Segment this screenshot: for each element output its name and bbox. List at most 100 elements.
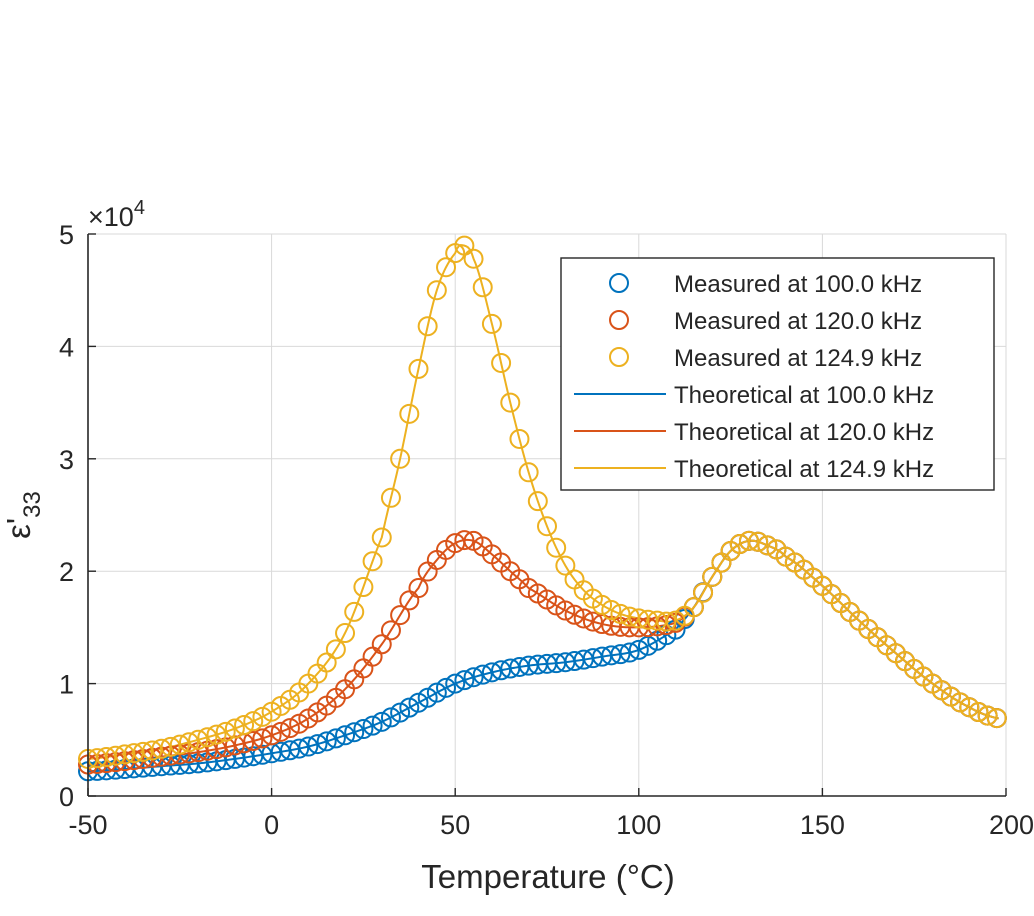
measured-point-s100 — [472, 664, 493, 685]
measured-point-s120 — [555, 600, 576, 621]
legend-item: Theoretical at 100.0 kHz — [574, 382, 934, 409]
measured-point-s120 — [380, 620, 401, 641]
measured-point-s120 — [582, 611, 603, 632]
measured-point-s124 — [362, 551, 383, 572]
measured-point-s100 — [426, 682, 447, 703]
series-markers — [78, 235, 1007, 782]
y-axis-title-sub: 33 — [19, 491, 46, 518]
y-axis-exponent-power: 4 — [134, 197, 145, 219]
measured-point-s100 — [454, 670, 475, 691]
measured-point-s124 — [151, 738, 172, 759]
measured-point-s124 — [197, 727, 218, 748]
measured-point-s124 — [206, 724, 227, 745]
measured-point-s120 — [371, 634, 392, 655]
measured-point-s124 — [509, 428, 530, 449]
measured-point-s124 — [472, 277, 493, 298]
measured-point-s124 — [527, 491, 548, 512]
y-tick-label: 5 — [59, 220, 74, 250]
measured-point-s124 — [537, 516, 557, 537]
measured-point-s100 — [289, 738, 310, 759]
measured-point-s124 — [738, 530, 759, 551]
measured-point-s120 — [564, 604, 585, 625]
measured-point-s124 — [601, 600, 622, 621]
measured-point-s120 — [279, 718, 300, 739]
measured-point-s100 — [390, 702, 411, 723]
x-tick-label: 50 — [440, 810, 470, 840]
measured-point-s100 — [307, 734, 328, 755]
y-tick-label: 0 — [59, 782, 74, 812]
legend-label: Theoretical at 120.0 kHz — [674, 419, 934, 446]
measured-point-s124 — [986, 708, 1007, 729]
measured-point-s124 — [417, 316, 438, 337]
measured-point-s124 — [344, 601, 365, 622]
measured-point-s120 — [573, 608, 594, 629]
measured-point-s124 — [610, 603, 631, 624]
measured-point-s120 — [454, 530, 475, 551]
measured-point-s100 — [298, 736, 319, 757]
measured-point-s124 — [408, 358, 429, 379]
measured-point-s124 — [500, 392, 521, 413]
measured-point-s124 — [224, 718, 245, 739]
legend-label: Measured at 120.0 kHz — [674, 308, 922, 335]
measured-point-s100 — [325, 728, 346, 749]
measured-point-s124 — [188, 729, 209, 750]
measured-point-s124 — [316, 652, 337, 673]
measured-point-s124 — [959, 697, 980, 718]
y-tick-label: 4 — [59, 332, 74, 362]
measured-point-s100 — [380, 707, 401, 728]
svg-text:ε'33: ε'33 — [0, 491, 46, 539]
measured-point-s100 — [344, 722, 365, 743]
y-tick-label: 3 — [59, 445, 74, 475]
measured-point-s120 — [261, 725, 282, 746]
measured-point-s100 — [628, 639, 649, 660]
measured-point-s124 — [546, 537, 567, 558]
measured-point-s100 — [610, 644, 631, 665]
measured-point-s124 — [683, 597, 704, 618]
measured-point-s124 — [160, 736, 181, 757]
measured-point-s124 — [693, 582, 714, 603]
measured-point-s124 — [702, 566, 723, 587]
measured-point-s124 — [243, 711, 264, 732]
measured-point-s124 — [390, 448, 411, 469]
measured-point-s100 — [619, 642, 640, 663]
measured-point-s100 — [399, 697, 420, 718]
measured-point-s120 — [243, 730, 264, 751]
measured-point-s100 — [279, 740, 300, 761]
x-tick-label: 200 — [989, 810, 1034, 840]
measured-point-s124 — [335, 623, 356, 644]
y-axis-exponent: ×104 — [88, 197, 145, 232]
measured-point-s124 — [178, 732, 199, 753]
measured-point-s124 — [491, 352, 512, 373]
measured-point-s124 — [481, 313, 502, 334]
x-tick-label: -50 — [68, 810, 107, 840]
measured-point-s120 — [224, 735, 245, 756]
measured-point-s124 — [426, 280, 447, 301]
measured-point-s124 — [665, 610, 686, 631]
measured-point-s124 — [436, 257, 457, 278]
legend-marker — [609, 310, 629, 330]
legend-item: Measured at 100.0 kHz — [609, 271, 922, 298]
y-axis-title-main: ε' — [0, 518, 37, 539]
measured-point-s100 — [353, 719, 374, 740]
measured-point-s124 — [399, 403, 420, 424]
measured-point-s124 — [463, 248, 484, 269]
legend-item: Measured at 124.9 kHz — [609, 345, 922, 372]
measured-point-s100 — [463, 667, 484, 688]
measured-point-s120 — [408, 578, 429, 599]
legend-marker — [609, 347, 629, 367]
measured-point-s124 — [555, 555, 576, 576]
measured-point-s100 — [335, 725, 356, 746]
measured-point-s124 — [234, 715, 255, 735]
y-tick-label: 1 — [59, 670, 74, 700]
measured-point-s120 — [390, 605, 411, 626]
measured-point-s124 — [757, 535, 778, 556]
measured-point-s100 — [408, 692, 429, 713]
measured-point-s124 — [968, 702, 989, 723]
measured-point-s124 — [977, 705, 998, 726]
x-tick-label: 0 — [264, 810, 279, 840]
measured-point-s100 — [362, 715, 383, 736]
y-axis-title: ε'33 — [0, 491, 46, 539]
measured-point-s124 — [142, 740, 163, 761]
measured-point-s124 — [353, 577, 374, 598]
